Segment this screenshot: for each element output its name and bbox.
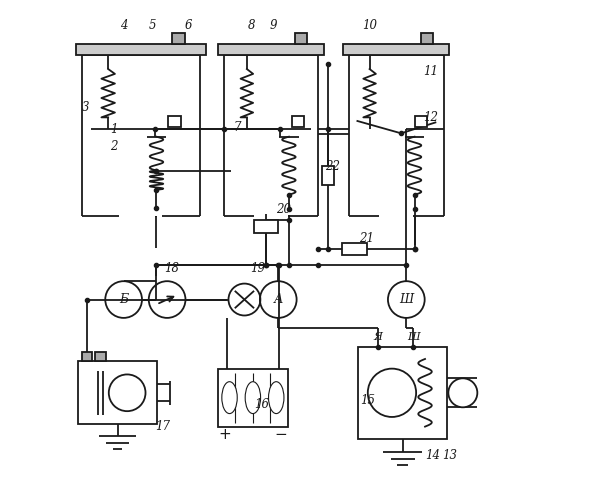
- Bar: [343, 44, 449, 54]
- Text: 4: 4: [120, 19, 127, 32]
- Text: 11: 11: [423, 65, 438, 78]
- Text: 8: 8: [248, 19, 256, 32]
- Text: 17: 17: [155, 420, 170, 433]
- Text: Ш: Ш: [399, 293, 413, 306]
- Bar: [218, 369, 288, 427]
- Bar: [295, 33, 307, 44]
- Text: 9: 9: [269, 19, 277, 32]
- Text: 18: 18: [164, 261, 179, 275]
- Bar: [172, 33, 185, 44]
- Ellipse shape: [269, 382, 284, 414]
- Circle shape: [368, 369, 416, 417]
- Text: 16: 16: [254, 399, 269, 411]
- Text: 13: 13: [442, 449, 457, 462]
- Ellipse shape: [245, 382, 260, 414]
- Text: А: А: [274, 293, 283, 306]
- Text: Я: Я: [373, 331, 382, 342]
- Bar: [415, 116, 427, 127]
- Bar: [342, 243, 367, 255]
- Text: Б: Б: [119, 293, 128, 306]
- Text: 20: 20: [275, 203, 290, 216]
- Ellipse shape: [222, 382, 237, 414]
- Bar: [95, 352, 106, 362]
- Bar: [358, 347, 448, 439]
- Text: 3: 3: [82, 101, 89, 114]
- Text: 22: 22: [325, 160, 340, 173]
- Bar: [82, 352, 92, 362]
- Text: +: +: [219, 427, 232, 442]
- Bar: [218, 44, 323, 54]
- Text: −: −: [274, 427, 287, 442]
- Text: Ш: Ш: [407, 331, 420, 342]
- Bar: [254, 220, 278, 233]
- Text: 7: 7: [233, 121, 241, 134]
- Text: 15: 15: [360, 394, 375, 407]
- Circle shape: [448, 378, 478, 407]
- Bar: [421, 33, 433, 44]
- Text: 1: 1: [110, 123, 118, 136]
- Text: 10: 10: [362, 19, 377, 32]
- Circle shape: [109, 374, 146, 411]
- Text: 12: 12: [423, 111, 438, 124]
- Text: 2: 2: [110, 140, 118, 153]
- Text: 6: 6: [185, 19, 193, 32]
- Text: 19: 19: [250, 261, 265, 275]
- Bar: [76, 44, 206, 54]
- Bar: [322, 166, 334, 185]
- Text: 5: 5: [149, 19, 157, 32]
- Text: 14: 14: [425, 449, 440, 462]
- Text: 21: 21: [359, 232, 374, 244]
- Bar: [78, 362, 157, 424]
- Bar: [168, 116, 181, 127]
- Bar: [292, 116, 304, 127]
